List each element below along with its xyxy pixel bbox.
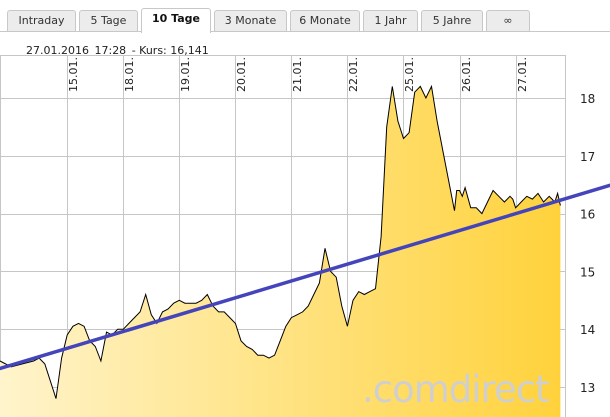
tab-10-tage[interactable]: 10 Tage (141, 8, 211, 33)
tab-1-jahr[interactable]: 1 Jahr (363, 10, 418, 31)
plot-frame (0, 55, 566, 417)
tab-3-monate[interactable]: 3 Monate (214, 10, 287, 31)
x-tick-label: 26.01. (460, 57, 473, 92)
x-tick-label: 21.01. (291, 57, 304, 92)
tab-max[interactable]: ∞ (486, 10, 530, 31)
x-tick-label: 27.01. (516, 57, 529, 92)
x-tick-label: 22.01. (347, 57, 360, 92)
x-tick-label: 25.01. (403, 57, 416, 92)
comdirect-watermark: .comdirect (362, 368, 550, 411)
quote-date: 27.01.2016 (26, 44, 89, 57)
tab-5-tage[interactable]: 5 Tage (79, 10, 138, 31)
x-tick-label: 19.01. (179, 57, 192, 92)
tab-intraday[interactable]: Intraday (7, 10, 76, 31)
trend-line (0, 183, 610, 371)
quote-value: 16,141 (170, 44, 209, 57)
y-tick-label: 14 (580, 323, 595, 337)
y-tick-label: 15 (580, 265, 595, 279)
x-tick-label: 20.01. (235, 57, 248, 92)
quote-label: - Kurs: (131, 44, 167, 57)
x-tick-label: 15.01. (67, 57, 80, 92)
x-tick-label: 18.01. (123, 57, 136, 92)
y-tick-label: 18 (580, 92, 595, 106)
quote-line: 27.01.2016 17:28 - Kurs: 16,141 (26, 44, 209, 57)
y-tick-label: 16 (580, 208, 595, 222)
price-area (0, 86, 561, 417)
tab-6-monate[interactable]: 6 Monate (290, 10, 360, 31)
y-tick-label: 17 (580, 150, 595, 164)
tab-bar-divider (0, 31, 610, 32)
quote-time: 17:28 (94, 44, 127, 57)
range-tab-bar: Intraday 5 Tage 10 Tage 3 Monate 6 Monat… (0, 0, 610, 33)
tab-5-jahre[interactable]: 5 Jahre (421, 10, 483, 31)
y-tick-label: 13 (580, 381, 595, 395)
